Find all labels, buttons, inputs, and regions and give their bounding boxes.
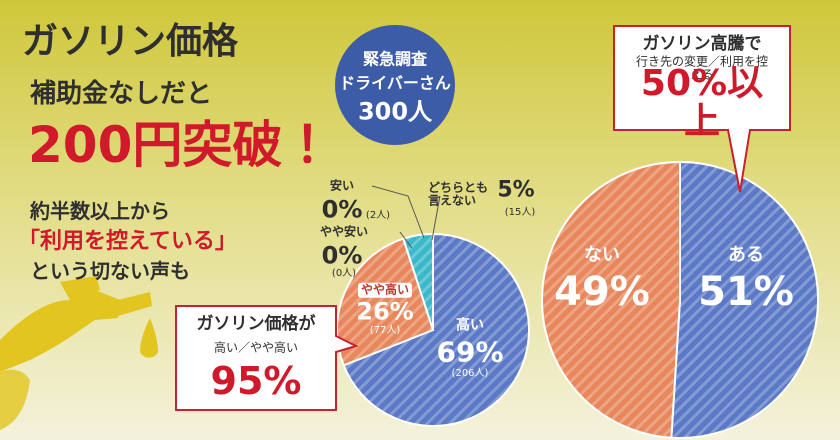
callout-subtitle: 高い／やや高い bbox=[213, 340, 299, 355]
slice-label: 安い bbox=[329, 178, 355, 193]
pie-slice bbox=[342, 232, 530, 427]
slice-value-label: 26% bbox=[356, 297, 414, 326]
summary-quote: 「利用を控えている」 bbox=[18, 229, 237, 254]
callout-box bbox=[613, 25, 791, 193]
slice-label: ある bbox=[728, 244, 764, 266]
headline-title: ガソリン価格 bbox=[22, 21, 239, 62]
callout-title: ガソリン高騰で bbox=[642, 34, 762, 55]
callout-box bbox=[175, 305, 359, 411]
slice-label: どちらとも 言えない bbox=[427, 180, 489, 207]
slice-count-label: (2人) bbox=[365, 209, 391, 221]
leader-line bbox=[399, 231, 413, 249]
slice-value-label: 69% bbox=[436, 335, 504, 369]
leader-line bbox=[431, 195, 441, 241]
slice-count-label: (0人) bbox=[331, 267, 357, 279]
slice-value-label: 49% bbox=[554, 269, 650, 315]
badge-text: ドライバーさん bbox=[339, 73, 451, 93]
leader-line bbox=[371, 185, 425, 239]
callout-title: ガソリン価格が bbox=[196, 314, 316, 335]
slice-count-label: (15人) bbox=[504, 206, 536, 218]
slice-label: やや高い bbox=[357, 282, 413, 298]
callout-subtitle: 行き先の変更／利用を控える bbox=[635, 54, 768, 81]
slice-value-label: 51% bbox=[698, 269, 794, 315]
slice-count-label: (77人) bbox=[369, 324, 401, 336]
badge-text: 300人 bbox=[357, 97, 433, 126]
summary-line: という切ない声も bbox=[30, 259, 190, 283]
slice-label: やや安い bbox=[319, 224, 369, 239]
slice-value-label: 5% bbox=[497, 177, 535, 203]
slice-label: ない bbox=[584, 244, 620, 266]
badge-text: 緊急調査 bbox=[362, 49, 428, 69]
slice-value-label: 0% bbox=[321, 195, 363, 224]
slice-value-label: 0% bbox=[321, 241, 363, 270]
headline-highlight: 200円突破！ bbox=[28, 116, 333, 174]
slice-count-label: (206人) bbox=[451, 367, 489, 379]
fuel-nozzle-icon bbox=[0, 276, 158, 430]
callout-value: 50%以上 bbox=[640, 63, 764, 142]
summary-line: 約半数以上から bbox=[30, 199, 170, 223]
survey-badge bbox=[335, 25, 455, 145]
pie-slice bbox=[541, 160, 681, 439]
slice-label: 高い bbox=[456, 317, 484, 334]
callout-value: 95% bbox=[210, 359, 302, 404]
headline-line: 補助金なしだと bbox=[30, 79, 213, 109]
